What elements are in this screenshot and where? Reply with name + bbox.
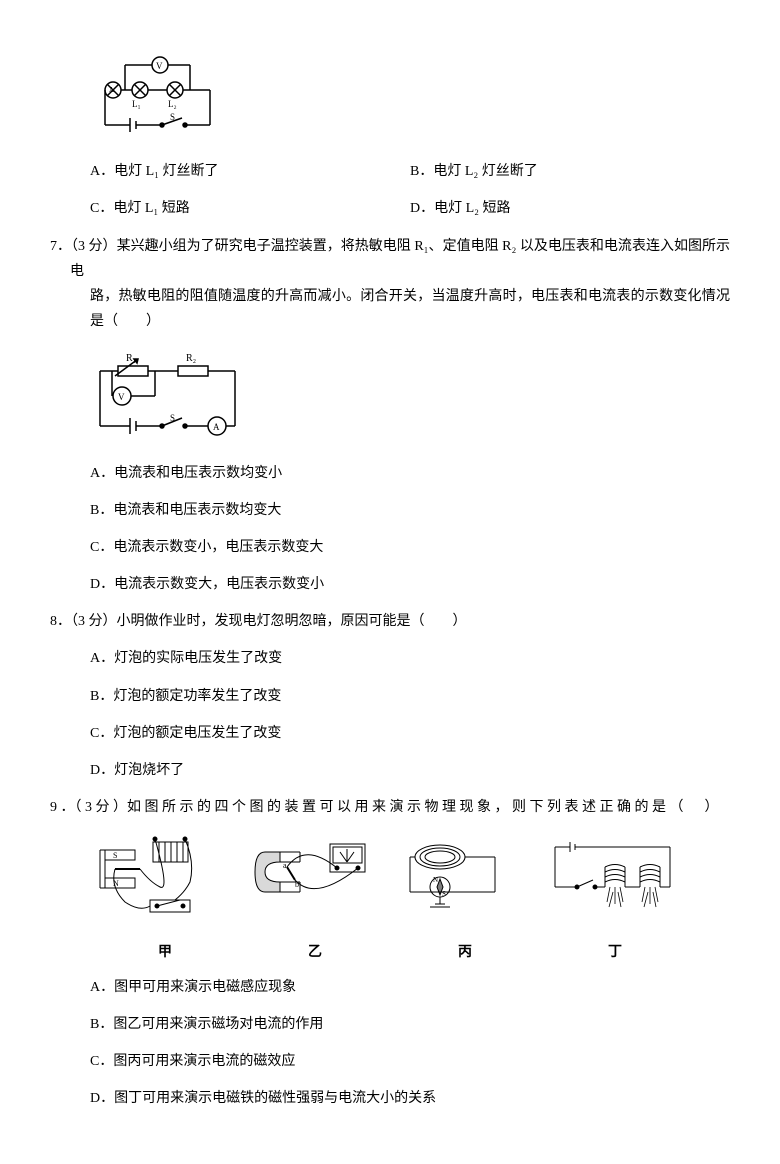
svg-bing: N S	[405, 832, 525, 922]
q7-option-d: D．电流表示数变大，电压表示数变小	[90, 572, 730, 597]
q7-number: 7．（3 分）	[50, 239, 117, 254]
svg-text:S: S	[442, 890, 446, 898]
q8-body: 小明做作业时，发现电灯忽明忽暗，原因可能是（ ）	[117, 614, 467, 629]
label-bing: 丙	[390, 940, 540, 965]
q9-number: 9 ．（ 3 分 ）	[50, 800, 127, 815]
q9: 9 ．（ 3 分 ）如 图 所 示 的 四 个 图 的 装 置 可 以 用 来 …	[50, 795, 730, 820]
q6-options-row1: A．电灯 L₁ 灯丝断了 B．电灯 L₂ 灯丝断了	[90, 159, 730, 184]
q7-diagram: R₁ R₂ V A S	[90, 346, 730, 450]
label-jia: 甲	[90, 940, 240, 965]
svg-yi: a b	[245, 832, 385, 922]
svg-text:A: A	[109, 86, 114, 94]
label-v: V	[156, 61, 163, 71]
q8-text: 8．（3 分）小明做作业时，发现电灯忽明忽暗，原因可能是（ ）	[50, 609, 730, 634]
q7-body2: 路，热敏电阻的阻值随温度的升高而减小。闭合开关，当温度升高时，电压表和电流表的示…	[50, 284, 730, 334]
svg-text:a: a	[283, 861, 287, 870]
q9-figures: S N	[90, 832, 690, 964]
q7: 7．（3 分）某兴趣小组为了研究电子温控装置，将热敏电阻 R₁、定值电阻 R₂ …	[50, 234, 730, 335]
label-r1: R₁	[126, 353, 136, 364]
q8: 8．（3 分）小明做作业时，发现电灯忽明忽暗，原因可能是（ ）	[50, 609, 730, 634]
label-s2: S	[170, 413, 175, 423]
circuit-svg-q7: R₁ R₂ V A S	[90, 346, 250, 441]
figure-ding: 丁	[540, 832, 690, 964]
figure-jia: S N	[90, 832, 240, 964]
q9-option-b: B．图乙可用来演示磁场对电流的作用	[90, 1012, 730, 1037]
q8-number: 8．（3 分）	[50, 614, 117, 629]
svg-text:N: N	[433, 876, 438, 884]
label-yi: 乙	[240, 940, 390, 965]
label-l2: L₂	[168, 99, 177, 109]
q7-option-b: B．电流表和电压表示数均变大	[90, 498, 730, 523]
label-r2: R₂	[186, 353, 196, 364]
q8-option-c: C．灯泡的额定电压发生了改变	[90, 721, 730, 746]
q6-option-c: C．电灯 L₁ 短路	[90, 196, 410, 221]
circuit-svg-q6: A V L₁ L₂ S	[90, 50, 220, 140]
q6-option-d: D．电灯 L₂ 短路	[410, 196, 730, 221]
q6-option-a: A．电灯 L₁ 灯丝断了	[90, 159, 410, 184]
q8-option-d: D．灯泡烧坏了	[90, 758, 730, 783]
figure-bing: N S 丙	[390, 832, 540, 964]
label-a2: A	[213, 422, 220, 432]
figure-yi: a b 乙	[240, 832, 390, 964]
q6-option-b: B．电灯 L₂ 灯丝断了	[410, 159, 730, 184]
label-s: S	[170, 112, 175, 122]
svg-ding	[545, 832, 685, 922]
label-ding: 丁	[540, 940, 690, 965]
q9-body: 如 图 所 示 的 四 个 图 的 装 置 可 以 用 来 演 示 物 理 现 …	[127, 800, 719, 815]
svg-jia: S N	[95, 832, 235, 922]
q6-diagram: A V L₁ L₂ S	[90, 50, 730, 149]
q9-option-d: D．图丁可用来演示电磁铁的磁性强弱与电流大小的关系	[90, 1086, 730, 1111]
q7-body1: 某兴趣小组为了研究电子温控装置，将热敏电阻 R₁、定值电阻 R₂ 以及电压表和电…	[70, 239, 730, 279]
q7-option-a: A．电流表和电压表示数均变小	[90, 461, 730, 486]
q7-text: 7．（3 分）某兴趣小组为了研究电子温控装置，将热敏电阻 R₁、定值电阻 R₂ …	[50, 234, 730, 284]
q7-option-c: C．电流表示数变小，电压表示数变大	[90, 535, 730, 560]
label-v2: V	[118, 392, 125, 402]
q9-text: 9 ．（ 3 分 ）如 图 所 示 的 四 个 图 的 装 置 可 以 用 来 …	[50, 795, 730, 820]
q9-option-c: C．图丙可用来演示电流的磁效应	[90, 1049, 730, 1074]
q6-options-row2: C．电灯 L₁ 短路 D．电灯 L₂ 短路	[90, 196, 730, 221]
q8-option-b: B．灯泡的额定功率发生了改变	[90, 684, 730, 709]
svg-text:S: S	[113, 851, 117, 860]
q9-option-a: A．图甲可用来演示电磁感应现象	[90, 975, 730, 1000]
label-l1: L₁	[132, 99, 141, 109]
q8-option-a: A．灯泡的实际电压发生了改变	[90, 646, 730, 671]
